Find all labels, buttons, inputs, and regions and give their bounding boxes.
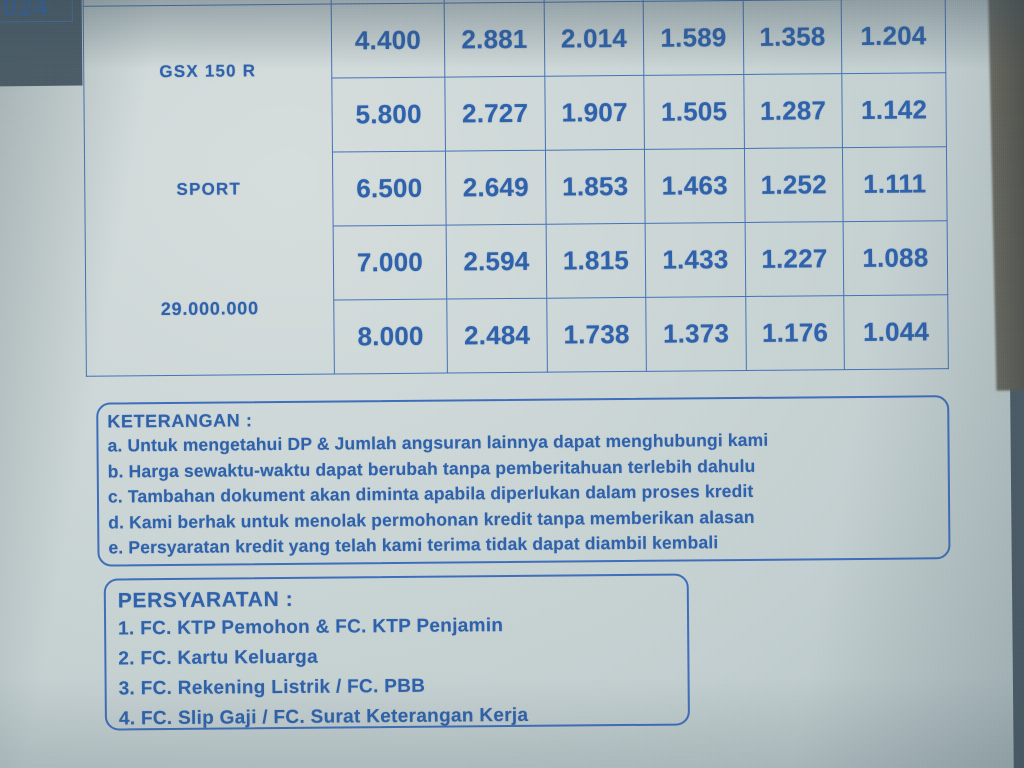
tenor-cell: 1.204 <box>841 0 946 74</box>
model-name: GSX 150 R <box>159 61 257 82</box>
dp-cell: 8.000 <box>333 299 448 375</box>
tenor-cell: 1.433 <box>645 222 746 298</box>
tenor-cell: 1.044 <box>843 294 949 370</box>
model-price: 29.000.000 <box>160 298 259 319</box>
tenor-cell: 1.738 <box>546 297 647 373</box>
tenor-cell: 1.853 <box>545 149 646 225</box>
tenor-cell: 1.227 <box>745 221 844 297</box>
dp-cell: 4.400 <box>331 3 445 79</box>
tenor-cell: 1.176 <box>745 295 845 371</box>
dp-cell: 7.000 <box>333 225 447 301</box>
tenor-cell: 1.589 <box>643 0 744 76</box>
tenor-cell: 2.594 <box>446 224 547 300</box>
persyaratan-line: 2. FC. Kartu Keluarga <box>118 646 318 670</box>
model-type: SPORT <box>176 179 242 200</box>
persyaratan-line: 4. FC. Slip Gaji / FC. Surat Keterangan … <box>118 704 529 730</box>
tenor-cell: 1.373 <box>645 296 747 372</box>
tenor-cell: 2.727 <box>444 76 546 152</box>
tenor-cell: 1.505 <box>643 74 745 150</box>
tenor-cell: 1.111 <box>842 146 948 222</box>
installment-rate-table: 1.456 1.150 985 874 GSX 150 R SPORT 29.0… <box>82 0 949 377</box>
persyaratan-line: 3. FC. Rekening Listrik / FC. PBB <box>118 675 426 700</box>
tenor-cell: 1.907 <box>544 75 645 151</box>
tenor-cell: 2.649 <box>445 150 547 226</box>
tenor-cell: 1.088 <box>843 220 948 296</box>
tenor-cell: 1.252 <box>744 147 844 223</box>
tenor-cell: 1.287 <box>743 73 843 149</box>
table-row: GSX 150 R SPORT 29.000.000 4.400 2.881 2… <box>83 0 946 377</box>
tenor-cell: 1.463 <box>644 148 746 224</box>
model-label-cell: GSX 150 R SPORT 29.000.000 <box>83 4 335 377</box>
tenor-cell: 1.815 <box>546 223 646 299</box>
persyaratan-line: 1. FC. KTP Pemohon & FC. KTP Penjamin <box>118 615 504 640</box>
keterangan-box: KETERANGAN : a. Untuk mengetahui DP & Ju… <box>96 395 951 567</box>
persyaratan-title: PERSYARATAN : <box>117 587 294 613</box>
persyaratan-box: PERSYARATAN : 1. FC. KTP Pemohon & FC. K… <box>103 573 690 731</box>
dp-cell: 6.500 <box>332 151 447 227</box>
corner-number: 024 <box>2 0 50 22</box>
dp-cell: 5.800 <box>331 77 446 153</box>
tenor-cell: 1.358 <box>743 0 842 75</box>
tenor-cell: 1.142 <box>841 72 947 148</box>
tenor-cell: 2.014 <box>544 1 644 77</box>
tenor-cell: 2.881 <box>444 2 545 78</box>
tenor-cell: 2.484 <box>446 298 548 374</box>
